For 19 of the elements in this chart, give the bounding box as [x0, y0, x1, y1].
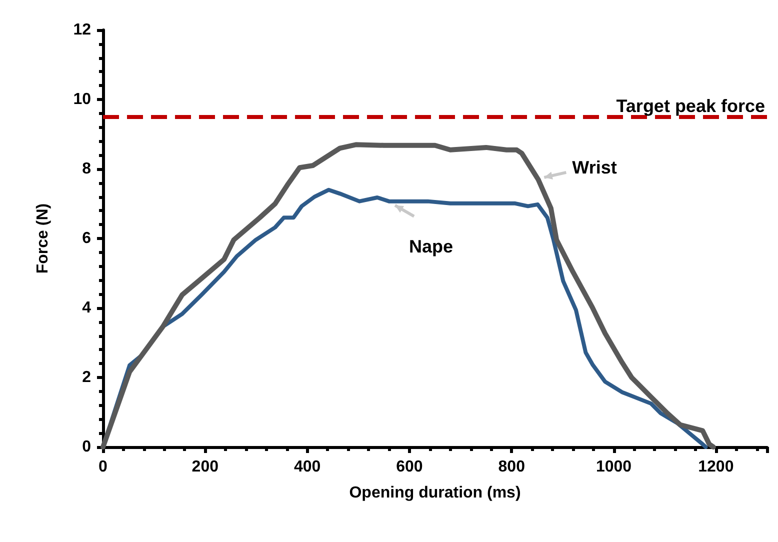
ref-line-label: Target peak force	[616, 96, 765, 116]
x-tick-label: 800	[498, 458, 526, 476]
series-label: Nape	[409, 236, 454, 256]
x-tick-label: 400	[294, 458, 321, 476]
y-tick-label: 8	[82, 160, 92, 178]
y-tick-label: 12	[73, 22, 92, 38]
x-tick-label: 1200	[698, 458, 734, 476]
x-axis-title: Opening duration (ms)	[349, 484, 521, 502]
y-tick-label: 10	[73, 91, 92, 108]
x-tick-label: 200	[192, 458, 219, 476]
series-label: Wrist	[572, 157, 617, 178]
y-tick-label: 0	[82, 438, 92, 456]
y-tick-label: 4	[82, 300, 92, 316]
x-tick-label: 1000	[596, 458, 632, 476]
x-tick-label: 0	[98, 458, 108, 476]
y-axis-title: Force (N)	[34, 203, 52, 274]
y-tick-label: 2	[82, 369, 92, 386]
x-tick-label: 600	[396, 458, 423, 476]
y-tick-label: 6	[82, 230, 92, 247]
